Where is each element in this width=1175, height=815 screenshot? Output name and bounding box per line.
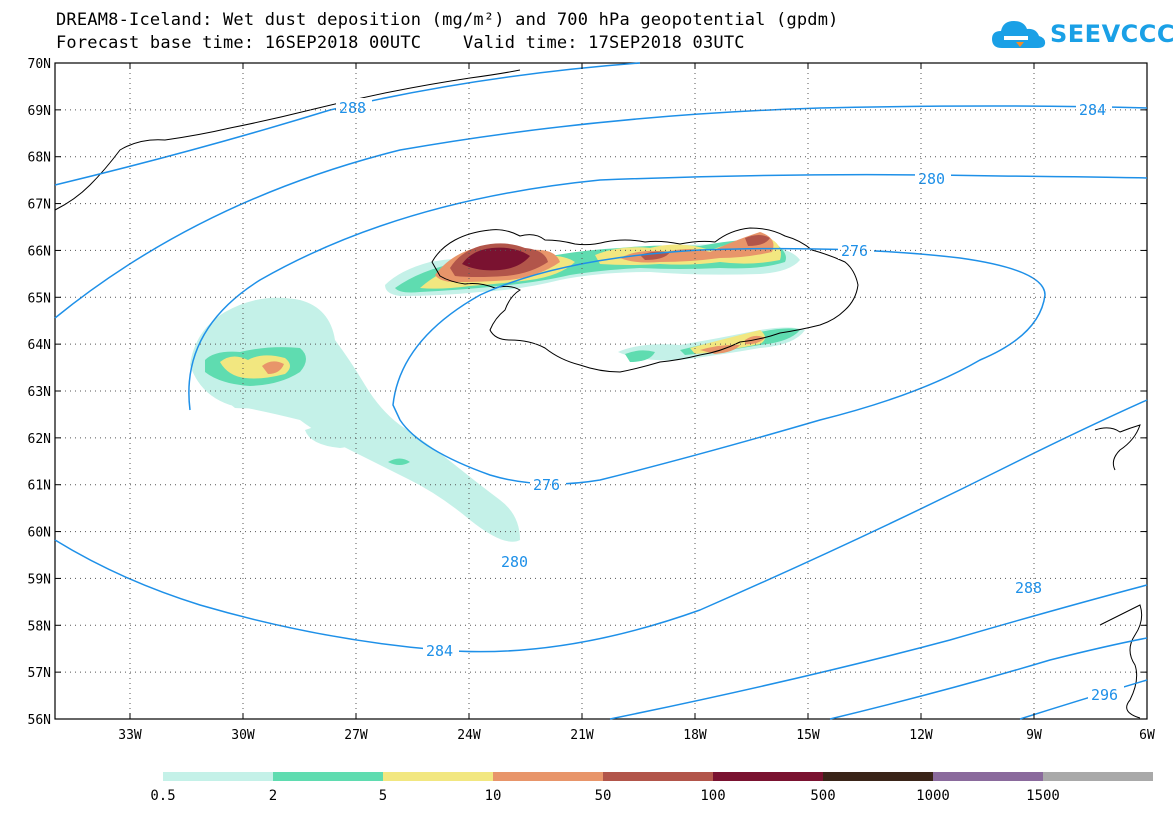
cloud-logo-icon xyxy=(992,21,1046,48)
lat-label: 57N xyxy=(28,666,51,681)
colorbar-swatch xyxy=(493,772,603,781)
contour-label-284-south: 284 xyxy=(426,642,453,660)
colorbar-label: 10 xyxy=(485,788,502,804)
contour-label-280-south: 280 xyxy=(501,553,528,571)
colorbar-label: 50 xyxy=(595,788,612,804)
lat-label: 64N xyxy=(28,338,51,353)
coastlines xyxy=(54,69,1143,719)
axis-labels: 70N 69N 68N 67N 66N 65N 64N 63N 62N 61N 60N 59N 58N 5… xyxy=(28,57,1155,743)
forecast-times: Forecast base time: 16SEP2018 00UTC Vali… xyxy=(56,33,745,53)
colorbar-swatch xyxy=(1043,772,1153,781)
colorbar-label: 1500 xyxy=(1026,788,1060,804)
logo-text: SEEVCCC xyxy=(1050,20,1175,48)
lat-label: 56N xyxy=(28,713,51,728)
colorbar-label: 100 xyxy=(700,788,725,804)
wet-dust-deposition-field xyxy=(190,232,805,542)
colorbar-label: 1000 xyxy=(916,788,950,804)
lon-label: 30W xyxy=(231,728,255,743)
lon-label: 12W xyxy=(909,728,933,743)
contour-label-280-north: 280 xyxy=(918,170,945,188)
contour-label-288-south: 288 xyxy=(1015,579,1042,597)
seevccc-logo xyxy=(990,14,1140,54)
lon-label: 15W xyxy=(796,728,820,743)
lat-label: 67N xyxy=(28,198,51,213)
lat-label: 69N xyxy=(28,104,51,119)
lon-label: 33W xyxy=(118,728,142,743)
lat-label: 58N xyxy=(28,619,51,634)
colorbar-label: 5 xyxy=(379,788,387,804)
lat-label: 63N xyxy=(28,385,51,400)
lat-label: 65N xyxy=(28,291,51,306)
colorbar: 0.5 2 5 10 50 100 500 1000 1500 xyxy=(150,772,1153,804)
contour-label-284-north: 284 xyxy=(1079,101,1106,119)
colorbar-swatch xyxy=(713,772,823,781)
lat-label: 66N xyxy=(28,244,51,259)
lat-lon-grid xyxy=(55,63,1147,719)
colorbar-swatch xyxy=(933,772,1043,781)
colorbar-label: 500 xyxy=(810,788,835,804)
colorbar-label: 2 xyxy=(269,788,277,804)
colorbar-swatch xyxy=(603,772,713,781)
lat-label: 62N xyxy=(28,432,51,447)
lon-label: 21W xyxy=(570,728,594,743)
lat-label: 61N xyxy=(28,479,51,494)
colorbar-label: 0.5 xyxy=(150,788,175,804)
lat-label: 68N xyxy=(28,151,51,166)
colorbar-swatch xyxy=(163,772,273,781)
map-title: DREAM8-Iceland: Wet dust deposition (mg/… xyxy=(56,10,839,30)
lat-label: 59N xyxy=(28,572,51,587)
contour-label-276-north: 276 xyxy=(841,242,868,260)
contour-label-276-south: 276 xyxy=(533,476,560,494)
lon-label: 9W xyxy=(1026,728,1042,743)
lon-label: 18W xyxy=(683,728,707,743)
lon-label: 27W xyxy=(344,728,368,743)
colorbar-swatch xyxy=(273,772,383,781)
contour-labels: 288 284 280 276 276 280 284 288 296 xyxy=(336,98,1124,704)
lat-label: 70N xyxy=(28,57,51,72)
colorbar-swatch xyxy=(383,772,493,781)
contour-label-288-north: 288 xyxy=(339,99,366,117)
contour-label-296: 296 xyxy=(1091,686,1118,704)
lon-label: 6W xyxy=(1139,728,1155,743)
lon-label: 24W xyxy=(457,728,481,743)
lat-label: 60N xyxy=(28,526,51,541)
colorbar-swatch xyxy=(823,772,933,781)
